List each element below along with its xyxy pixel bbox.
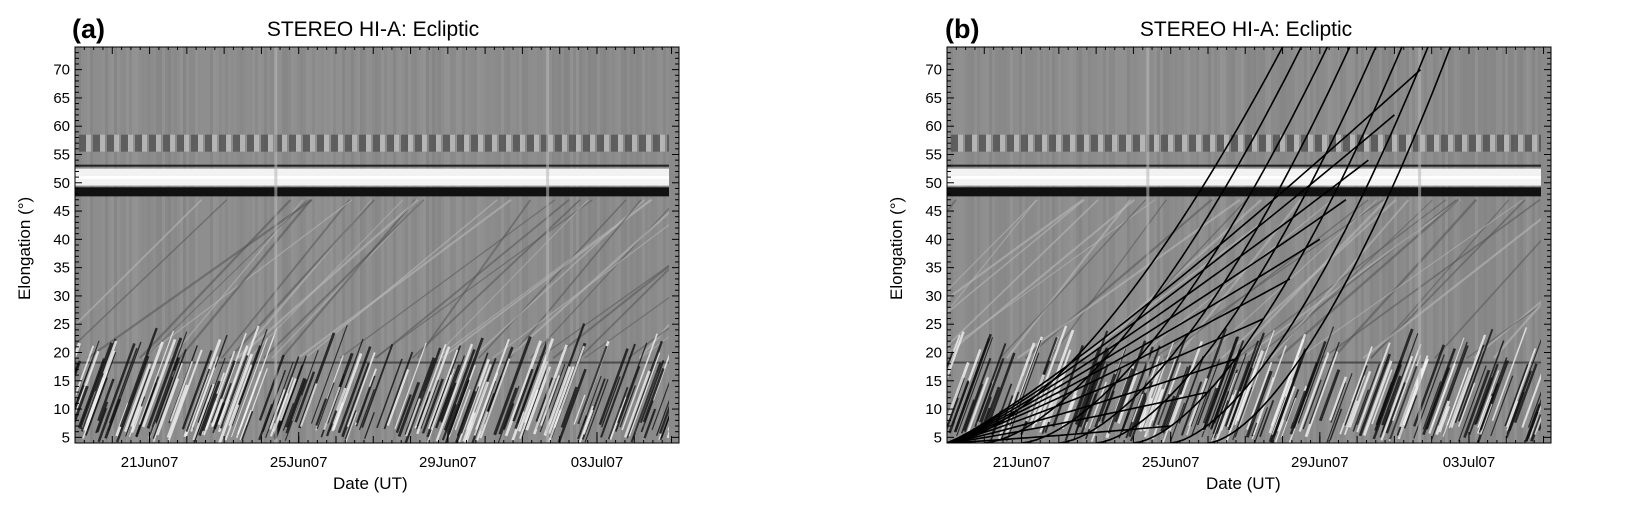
track-angle-17 xyxy=(947,69,1422,443)
track-angle-15 xyxy=(947,159,1369,443)
y-tick-label: 50 xyxy=(53,175,70,192)
y-tick-label: 65 xyxy=(53,90,70,107)
panel-a: (a) STEREO HI-A: Ecliptic 5 10 15 20 25 30 35 4… xyxy=(15,14,680,493)
plot-area-a: 5 10 15 20 25 30 35 40 45 50 55 60 65 70 21Jun07 25Jun0… xyxy=(53,46,680,471)
y-tick-label: 25 xyxy=(925,316,942,333)
x-tick-label: 21Jun07 xyxy=(121,454,179,471)
y-tick-label: 15 xyxy=(925,373,942,390)
track-angle-11 xyxy=(947,317,1265,443)
y-tick-label: 40 xyxy=(53,231,70,248)
y-tick-label: 30 xyxy=(925,288,942,305)
track-radial-6 xyxy=(1170,47,1429,443)
track-angle-12 xyxy=(947,278,1291,443)
y-tick-label: 70 xyxy=(53,62,70,79)
y-tick-label: 35 xyxy=(53,260,70,277)
x-tick-label: 03Jul07 xyxy=(1443,454,1496,471)
x-tick-label: 29Jun07 xyxy=(419,454,477,471)
x-tick-label: 25Jun07 xyxy=(270,454,328,471)
heatmap-image xyxy=(75,47,679,443)
x-tick-label: 21Jun07 xyxy=(993,454,1051,471)
x-tick-label: 25Jun07 xyxy=(1142,454,1200,471)
y-tick-label: 30 xyxy=(53,288,70,305)
y-tick-label: 60 xyxy=(53,118,70,135)
track-radial-3 xyxy=(1058,47,1351,443)
chart-title: STEREO HI-A: Ecliptic xyxy=(1139,18,1353,41)
y-tick-label: 50 xyxy=(925,175,942,192)
track-radial-4 xyxy=(1095,47,1377,443)
panel-b: (b) STEREO HI-A: Ecliptic 5 10 15 20 25 30 35 4… xyxy=(887,0,1630,529)
y-tick-label: 35 xyxy=(925,260,942,277)
x-axis-label: Date (UT) xyxy=(1206,474,1281,493)
y-tick-label: 70 xyxy=(925,62,942,79)
panel-letter: (b) xyxy=(945,14,980,44)
track-angle-10 xyxy=(947,357,1239,443)
track-radial-7 xyxy=(1207,47,1452,443)
x-axis-label: Date (UT) xyxy=(333,474,408,493)
y-tick-label: 45 xyxy=(53,203,70,220)
y-tick-label: 20 xyxy=(53,344,70,361)
x-tick-label: 29Jun07 xyxy=(1291,454,1349,471)
y-tick-label: 5 xyxy=(934,429,942,446)
track-angle-16 xyxy=(947,114,1395,443)
y-tick-label: 55 xyxy=(925,146,942,163)
y-tick-label: 15 xyxy=(53,373,70,390)
x-tick-label: 03Jul07 xyxy=(571,454,624,471)
heatmap-image xyxy=(947,47,1551,443)
y-tick-label: 55 xyxy=(53,146,70,163)
track-angle-13 xyxy=(947,238,1321,443)
track-angle-9 xyxy=(947,391,1209,443)
y-tick-label: 45 xyxy=(925,203,942,220)
y-axis-label: Elongation (°) xyxy=(887,196,906,300)
plot-area-b: 5 10 15 20 25 30 35 40 45 50 55 60 65 70 21Jun07 25Jun0… xyxy=(925,46,1552,471)
y-tick-label: 10 xyxy=(53,401,70,418)
track-angle-14 xyxy=(947,199,1347,443)
chart-title: STEREO HI-A: Ecliptic xyxy=(266,18,480,41)
y-tick-label: 65 xyxy=(925,90,942,107)
panel-letter: (a) xyxy=(72,14,105,44)
y-tick-label: 60 xyxy=(925,118,942,135)
y-tick-label: 5 xyxy=(62,429,70,446)
y-tick-label: 20 xyxy=(925,344,942,361)
y-tick-label: 25 xyxy=(53,316,70,333)
y-tick-label: 40 xyxy=(925,231,942,248)
y-tick-label: 10 xyxy=(925,401,942,418)
y-axis-label: Elongation (°) xyxy=(15,196,34,300)
